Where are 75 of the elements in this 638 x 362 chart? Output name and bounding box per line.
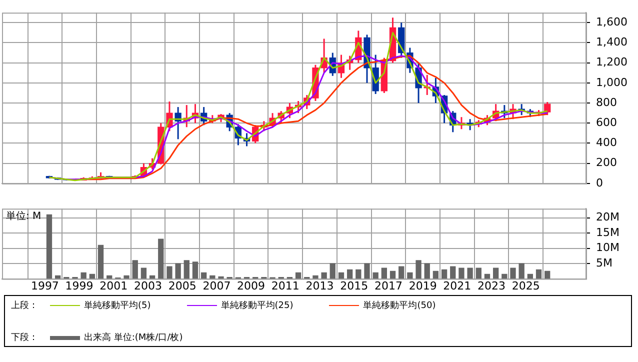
x-tick-label: 2017 <box>374 279 402 292</box>
x-tick-label: 2025 <box>512 279 540 292</box>
bar <box>372 272 378 279</box>
bar <box>416 260 422 279</box>
bar <box>184 260 190 279</box>
x-tick-label: 1999 <box>65 279 94 292</box>
bar <box>295 272 302 279</box>
bar <box>175 263 181 279</box>
bar <box>390 270 396 279</box>
x-tick-label: 2021 <box>443 279 472 292</box>
bar <box>441 269 448 279</box>
legend-label: 単純移動平均(50) <box>363 300 436 312</box>
legend-title: 下段： <box>11 332 38 344</box>
x-tick-label: 2011 <box>271 279 300 292</box>
legend-title: 上段： <box>11 300 38 312</box>
x-tick-label: 1997 <box>30 279 59 292</box>
legend-label: 単純移動平均(5) <box>84 300 151 312</box>
y-tick-label: 1,000 <box>596 76 628 89</box>
x-tick-label: 2007 <box>202 279 231 292</box>
bar <box>518 263 524 279</box>
bar <box>200 272 207 279</box>
bar <box>450 266 456 279</box>
x-tick-label: 2013 <box>306 279 334 292</box>
annotation: 単位: M <box>6 210 42 222</box>
bar <box>140 268 147 279</box>
y-tick-label: 1,400 <box>596 36 628 49</box>
y-tick-label: 5M <box>596 256 612 270</box>
x-tick-label: 2003 <box>134 279 162 292</box>
bar <box>46 214 52 279</box>
y-tick-label: 1,200 <box>596 56 628 69</box>
bar <box>80 272 86 279</box>
bar <box>330 263 336 279</box>
x-tick-label: 2005 <box>168 279 196 292</box>
bar <box>98 244 104 279</box>
bar <box>132 260 138 279</box>
y-tick-label: 15M <box>596 226 620 239</box>
bar <box>364 263 370 279</box>
x-tick-label: 2015 <box>340 279 368 292</box>
x-tick-label: 2019 <box>408 279 437 292</box>
bar <box>124 275 130 279</box>
bar <box>536 269 542 279</box>
y-tick-label: 400 <box>596 136 617 150</box>
bar <box>476 268 482 279</box>
y-tick-label: 200 <box>596 156 617 170</box>
bar <box>321 272 327 279</box>
bar <box>338 272 344 279</box>
bar <box>166 266 172 279</box>
x-tick-label: 2001 <box>100 279 128 292</box>
x-tick-label: 2023 <box>478 279 506 292</box>
bar <box>432 270 439 279</box>
bar <box>424 263 430 279</box>
legend-label: 出来高 単位:(M株/口/枚) <box>84 332 183 344</box>
y-tick-label: 800 <box>596 96 617 109</box>
candlestick <box>174 106 182 140</box>
bar <box>467 268 473 279</box>
y-tick-label: 20M <box>596 210 620 224</box>
y-tick-label: 1,600 <box>596 16 628 29</box>
bar <box>158 238 164 279</box>
bar <box>192 262 198 279</box>
bar <box>407 272 413 279</box>
y-tick-label: 0 <box>596 176 603 190</box>
bar <box>510 268 516 279</box>
bar <box>381 268 388 279</box>
y-tick-label: 10M <box>596 241 620 254</box>
bar <box>398 266 404 279</box>
bar <box>458 268 464 279</box>
candlestick <box>544 101 551 116</box>
legend-label: 単純移動平均(25) <box>220 300 294 312</box>
bar <box>312 275 318 279</box>
x-tick-label: 2009 <box>237 279 266 292</box>
y-tick-label: 600 <box>596 116 617 129</box>
bar <box>356 269 362 279</box>
bar <box>544 270 550 279</box>
bar <box>492 268 499 279</box>
bar <box>346 269 353 279</box>
